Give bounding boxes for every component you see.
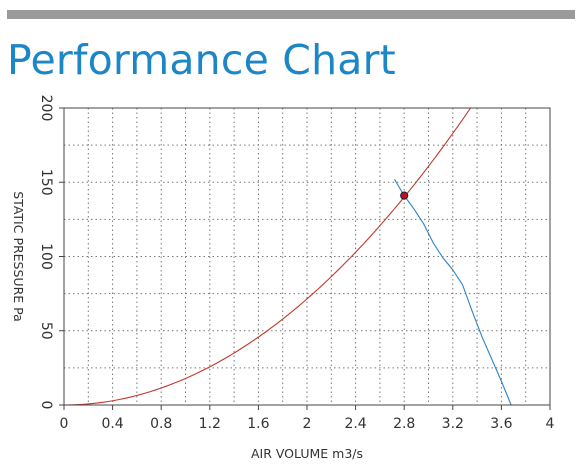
chart-ticks: 0 0.4 0.8 1.2 1.6 2 2.4 2.8 3.2 3.6 4 0 50 100 150 200 — [38, 95, 555, 432]
x-tick-label: 2.8 — [393, 416, 415, 432]
fan-curve-line — [394, 178, 512, 406]
top-divider-bar — [7, 10, 575, 19]
x-tick-label: 3.6 — [490, 416, 512, 432]
chart-points — [400, 191, 409, 200]
x-tick-label: 3.2 — [442, 416, 464, 432]
chart-grid — [64, 108, 550, 405]
x-tick-label: 0 — [60, 416, 69, 432]
x-tick-label: 4 — [546, 416, 555, 432]
x-tick-label: 1.6 — [247, 416, 269, 432]
x-tick-label: 1.2 — [199, 416, 221, 432]
chart-curves — [63, 107, 512, 406]
y-tick-label: 50 — [38, 322, 54, 340]
y-tick-label: 200 — [38, 95, 54, 122]
operating-point — [400, 191, 409, 200]
x-axis-title: AIR VOLUME m3/s — [251, 446, 363, 461]
x-tick-label: 0.8 — [150, 416, 172, 432]
x-tick-label: 2.4 — [344, 416, 366, 432]
y-axis-title: STATIC PRESSURE Pa — [11, 191, 26, 322]
y-tick-label: 0 — [38, 401, 54, 410]
y-tick-label: 150 — [38, 169, 54, 196]
page-title: Performance Chart — [7, 36, 396, 84]
x-tick-label: 0.4 — [101, 416, 123, 432]
y-tick-label: 100 — [38, 243, 54, 270]
x-tick-label: 2 — [303, 416, 312, 432]
